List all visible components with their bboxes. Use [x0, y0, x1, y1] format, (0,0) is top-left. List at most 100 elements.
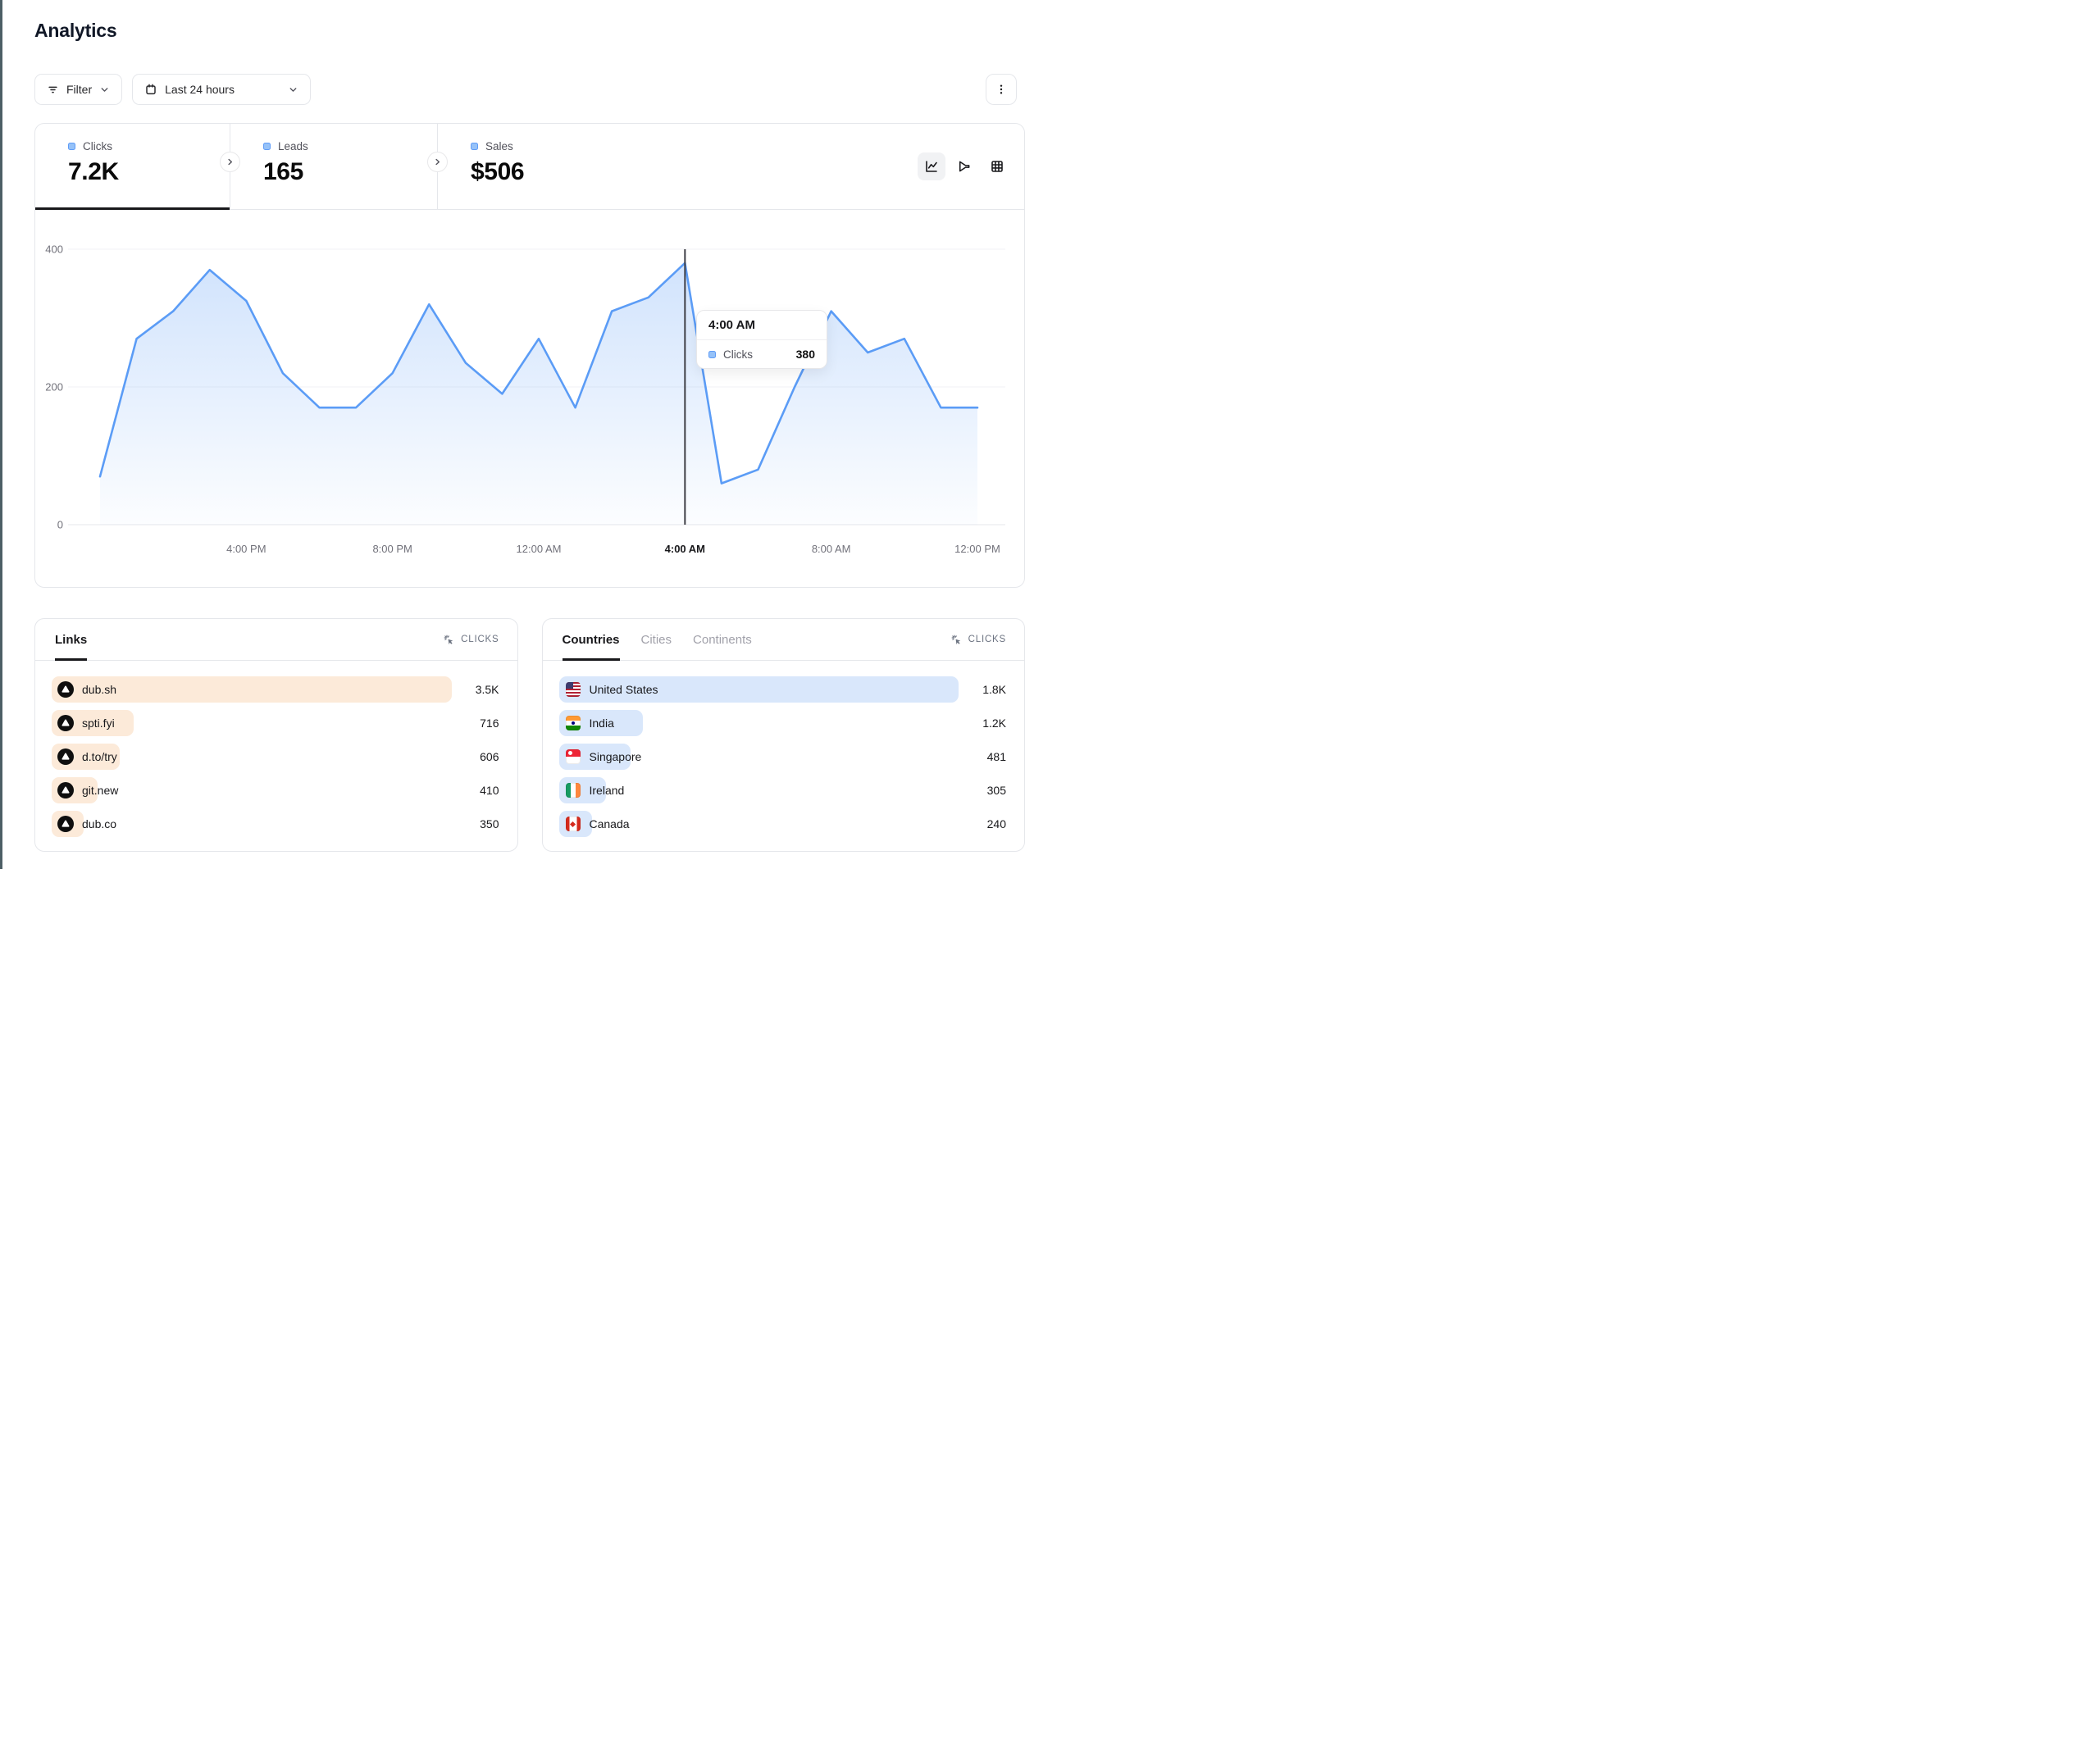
- link-row[interactable]: dub.co 350: [52, 811, 499, 837]
- country-row[interactable]: Ireland 305: [558, 777, 1006, 803]
- geo-metric-label: CLICKS: [968, 635, 1006, 644]
- line-chart-view-button[interactable]: [918, 152, 945, 180]
- tooltip-legend-swatch: [708, 350, 716, 358]
- expand-clicks-button[interactable]: [220, 152, 240, 172]
- link-label: d.to/try: [82, 750, 117, 763]
- country-label: Ireland: [589, 784, 625, 797]
- svg-text:8:00 AM: 8:00 AM: [812, 543, 851, 555]
- chevron-right-icon: [435, 158, 440, 166]
- flag-us-icon: [565, 681, 581, 698]
- link-row[interactable]: d.to/try 606: [52, 744, 499, 770]
- svg-text:400: 400: [45, 243, 63, 256]
- clicks-count: 3.5K: [475, 683, 499, 696]
- calendar-icon: [144, 83, 157, 96]
- countries-list: United States 1.8K India 1.2K Singapore 481 Ir…: [543, 661, 1025, 837]
- dub-logo-icon: [57, 782, 74, 798]
- svg-text:12:00 AM: 12:00 AM: [517, 543, 562, 555]
- funnel-view-button[interactable]: [950, 152, 978, 180]
- country-label: United States: [589, 683, 658, 696]
- dub-logo-icon: [57, 681, 74, 698]
- link-row[interactable]: dub.sh 3.5K: [52, 676, 499, 703]
- line-chart-icon: [926, 161, 937, 172]
- chevron-right-icon: [228, 158, 233, 166]
- svg-text:4:00 PM: 4:00 PM: [226, 543, 266, 555]
- link-label: git.new: [82, 784, 119, 797]
- sales-tab-label: Sales: [485, 140, 513, 152]
- link-row[interactable]: spti.fyi 716: [52, 710, 499, 736]
- clicks-value: 7.2K: [68, 158, 119, 185]
- sales-legend-swatch: [471, 143, 478, 150]
- tab-sales[interactable]: Sales $506: [438, 124, 1024, 209]
- tooltip-value: 380: [795, 348, 815, 361]
- links-panel: Links CLICKS dub.sh 3.5K spti.fyi 716 d.to/t…: [34, 618, 518, 852]
- funnel-icon: [959, 161, 970, 172]
- country-row[interactable]: United States 1.8K: [558, 676, 1006, 703]
- countries-tab-label: Countries: [562, 632, 620, 647]
- country-label: Singapore: [589, 750, 642, 763]
- geo-panel: Countries Cities Continents CLICKS Unite…: [541, 618, 1025, 852]
- links-metric-header[interactable]: CLICKS: [443, 634, 499, 646]
- cursor-click-icon: [444, 635, 453, 644]
- expand-leads-button[interactable]: [427, 152, 448, 172]
- dub-logo-icon: [57, 782, 74, 798]
- sales-value: $506: [471, 158, 525, 185]
- filter-button[interactable]: Filter: [34, 74, 123, 105]
- window-edge: [0, 0, 2, 869]
- dub-logo-icon: [57, 816, 74, 832]
- leads-legend-swatch: [263, 143, 271, 150]
- link-label: dub.co: [82, 817, 117, 830]
- tab-links[interactable]: Links: [55, 619, 88, 661]
- clicks-count: 305: [986, 784, 1006, 797]
- flag-sg-icon: [565, 748, 581, 765]
- clicks-area-chart[interactable]: 0 200 400 4:00 PM 8:00 PM 12:00 AM 4:00 AM 8:00…: [35, 210, 1024, 587]
- clicks-count: 606: [480, 750, 499, 763]
- clicks-count: 481: [986, 750, 1006, 763]
- filter-icon: [47, 84, 59, 96]
- country-label: Canada: [589, 817, 630, 830]
- leads-tab-label: Leads: [278, 140, 308, 152]
- kebab-menu-icon: [995, 83, 1008, 96]
- link-label: dub.sh: [82, 683, 117, 696]
- page-title: Analytics: [34, 20, 117, 41]
- filter-button-label: Filter: [66, 83, 93, 96]
- more-options-button[interactable]: [986, 74, 1017, 105]
- clicks-legend-swatch: [68, 143, 75, 150]
- link-label: spti.fyi: [82, 717, 115, 730]
- country-row[interactable]: Singapore 481: [558, 744, 1006, 770]
- analytics-card: Clicks 7.2K Leads 165 Sales $506: [34, 123, 1025, 588]
- svg-text:4:00 AM: 4:00 AM: [665, 543, 705, 555]
- clicks-tab-label: Clicks: [83, 140, 112, 152]
- table-grid-icon: [991, 161, 1003, 172]
- link-row[interactable]: git.new 410: [52, 777, 499, 803]
- tab-cities[interactable]: Cities: [641, 619, 672, 660]
- chart-canvas: 0 200 400 4:00 PM 8:00 PM 12:00 AM 4:00 AM 8:00…: [45, 243, 1005, 555]
- clicks-count: 1.8K: [982, 683, 1006, 696]
- continents-tab-label: Continents: [693, 632, 752, 647]
- flag-ca-icon: [565, 816, 581, 832]
- chart-tooltip: 4:00 AM Clicks 380: [696, 310, 827, 369]
- tab-leads[interactable]: Leads 165: [230, 124, 438, 209]
- tab-continents[interactable]: Continents: [693, 619, 752, 660]
- tooltip-series-label: Clicks: [723, 348, 753, 361]
- country-row[interactable]: Canada 240: [558, 811, 1006, 837]
- links-list: dub.sh 3.5K spti.fyi 716 d.to/try 606 git.new 4…: [35, 661, 517, 837]
- links-metric-label: CLICKS: [461, 635, 499, 644]
- tab-countries[interactable]: Countries: [562, 619, 620, 661]
- chart-view-switcher: [918, 152, 1011, 180]
- country-row[interactable]: India 1.2K: [558, 710, 1006, 736]
- date-range-button[interactable]: Last 24 hours: [132, 74, 312, 105]
- geo-metric-header[interactable]: CLICKS: [950, 634, 1006, 646]
- value-bar: [558, 676, 959, 703]
- dub-logo-icon: [57, 715, 74, 731]
- value-bar: [52, 676, 452, 703]
- leads-value: 165: [263, 158, 303, 185]
- flag-ie-icon: [565, 782, 581, 798]
- table-view-button[interactable]: [983, 152, 1011, 180]
- active-tab-indicator: [35, 207, 230, 210]
- clicks-count: 240: [986, 817, 1006, 830]
- stats-tabs: Clicks 7.2K Leads 165 Sales $506: [35, 124, 1024, 210]
- country-label: India: [589, 717, 614, 730]
- tab-clicks[interactable]: Clicks 7.2K: [35, 124, 230, 210]
- dub-logo-icon: [57, 748, 74, 765]
- date-range-label: Last 24 hours: [165, 83, 235, 96]
